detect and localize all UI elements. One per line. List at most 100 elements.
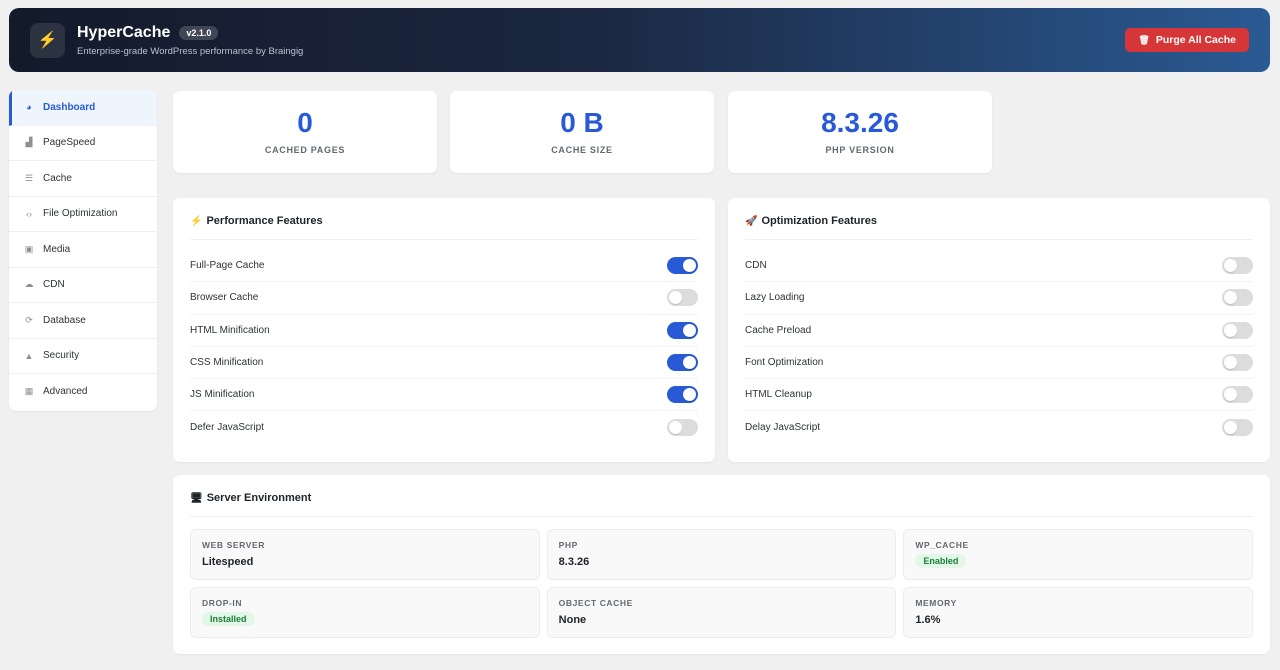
feature-label: Full-Page Cache xyxy=(190,260,265,272)
feature-label: Font Optimization xyxy=(745,357,824,369)
feature-toggle[interactable] xyxy=(667,386,698,404)
stat-card-cache-size: 0 B CACHE SIZE xyxy=(450,91,714,173)
server-environment-panel: 🖥 Server Environment WEB SERVER Litespeed… xyxy=(173,475,1270,654)
purge-button-label: Purge All Cache xyxy=(1155,34,1236,46)
feature-row: HTML Minification xyxy=(190,315,698,347)
optimization-feature-list: CDN Lazy Loading Cache Preload Font Optimiz… xyxy=(728,250,1270,444)
env-cell-drop-in: DROP-IN Installed xyxy=(190,587,540,638)
version-badge: v2.1.0 xyxy=(179,25,219,40)
feature-row: CDN xyxy=(745,250,1253,283)
grid-icon: ▦ xyxy=(24,386,34,397)
env-value: 8.3.26 xyxy=(558,556,590,568)
env-value: 1.6% xyxy=(915,614,941,626)
sidebar-nav: ◕ Dashboard ▟ PageSpeed ☰ Cache ‹› File Optimiz… xyxy=(9,90,157,411)
sidebar-item-cdn[interactable]: ☁ CDN xyxy=(9,268,157,303)
feature-toggle[interactable] xyxy=(667,257,698,275)
feature-toggle[interactable] xyxy=(1222,419,1253,437)
feature-label: Browser Cache xyxy=(190,292,259,304)
feature-row: Font Optimization xyxy=(745,347,1253,380)
stat-value: 0 B xyxy=(560,107,604,138)
sidebar-item-label: CDN xyxy=(43,279,65,291)
feature-row: CSS Minification xyxy=(190,347,698,380)
lightning-icon: ⚡ xyxy=(190,215,203,227)
env-cell-object-cache: OBJECT CACHE None xyxy=(546,587,897,638)
env-value: Litespeed xyxy=(202,556,254,568)
env-label: MEMORY xyxy=(915,598,957,608)
feature-toggle[interactable] xyxy=(667,354,698,372)
sidebar-item-label: File Optimization xyxy=(43,208,118,220)
sidebar-item-dashboard[interactable]: ◕ Dashboard xyxy=(9,90,157,126)
feature-row: Defer JavaScript xyxy=(190,411,698,443)
feature-row: Delay JavaScript xyxy=(745,411,1253,443)
feature-label: CDN xyxy=(745,260,767,272)
feature-label: HTML Cleanup xyxy=(745,389,812,401)
sidebar-item-label: PageSpeed xyxy=(43,137,96,149)
feature-row: JS Minification xyxy=(190,379,698,412)
sidebar-item-security[interactable]: ▲ Security xyxy=(9,339,157,374)
app-subtitle: Enterprise-grade WordPress performance b… xyxy=(77,45,304,57)
env-cell-memory: MEMORY 1.6% xyxy=(903,587,1253,638)
feature-label: JS Minification xyxy=(190,389,255,401)
sidebar-item-advanced[interactable]: ▦ Advanced xyxy=(9,374,157,410)
status-badge: Installed xyxy=(202,612,255,626)
feature-label: HTML Minification xyxy=(190,324,270,336)
sidebar-item-file-optimization[interactable]: ‹› File Optimization xyxy=(9,197,157,232)
code-icon: ‹› xyxy=(26,208,32,219)
feature-toggle[interactable] xyxy=(1222,354,1253,372)
sidebar-item-label: Security xyxy=(43,350,80,362)
sidebar-item-label: Dashboard xyxy=(43,101,96,113)
feature-row: Browser Cache xyxy=(190,282,698,315)
feature-toggle[interactable] xyxy=(667,289,698,307)
panel-title: ⚡ Performance Features xyxy=(190,198,698,240)
server-title: Server Environment xyxy=(206,492,312,504)
dashboard-icon: ◕ xyxy=(26,102,32,113)
env-value: None xyxy=(558,614,587,626)
feature-row: Lazy Loading xyxy=(745,282,1253,315)
stat-value: 8.3.26 xyxy=(821,107,899,138)
optimization-title: Optimization Features xyxy=(761,215,877,227)
feature-toggle[interactable] xyxy=(1222,289,1253,307)
env-label: DROP-IN xyxy=(202,598,243,608)
feature-row: HTML Cleanup xyxy=(745,379,1253,412)
feature-toggle[interactable] xyxy=(667,419,698,437)
rocket-icon: 🚀 xyxy=(745,215,758,227)
feature-label: CSS Minification xyxy=(190,357,264,369)
server-env-grid: WEB SERVER Litespeed PHP 8.3.26 WP_CACHE Enab… xyxy=(173,529,1270,638)
database-icon: ☰ xyxy=(24,172,34,183)
feature-toggle[interactable] xyxy=(1222,386,1253,404)
purge-all-cache-button[interactable]: 🗑 Purge All Cache xyxy=(1125,28,1249,52)
app-title: HyperCache xyxy=(77,23,171,41)
sidebar-item-label: Advanced xyxy=(43,386,88,398)
sidebar-item-pagespeed[interactable]: ▟ PageSpeed xyxy=(9,126,157,161)
panel-title: 🚀 Optimization Features xyxy=(745,198,1253,240)
image-icon: ▣ xyxy=(24,243,34,254)
performance-title: Performance Features xyxy=(206,215,323,227)
status-badge: Enabled xyxy=(915,554,967,568)
sidebar-item-cache[interactable]: ☰ Cache xyxy=(9,161,157,197)
optimization-features-panel: 🚀 Optimization Features CDN Lazy Loading C… xyxy=(728,198,1270,462)
sidebar-item-label: Media xyxy=(43,243,71,255)
env-cell-wp-cache: WP_CACHE Enabled xyxy=(903,529,1253,580)
chart-icon: ▟ xyxy=(25,137,33,148)
feature-label: Cache Preload xyxy=(745,324,812,336)
feature-toggle[interactable] xyxy=(1222,257,1253,275)
lock-icon: ▲ xyxy=(24,350,34,361)
feature-toggle[interactable] xyxy=(1222,321,1253,339)
feature-label: Defer JavaScript xyxy=(190,422,264,434)
env-label: PHP xyxy=(558,540,578,550)
env-label: WEB SERVER xyxy=(202,540,265,550)
env-label: OBJECT CACHE xyxy=(558,598,633,608)
sidebar-item-label: Cache xyxy=(43,172,72,184)
feature-toggle[interactable] xyxy=(667,321,698,339)
cloud-icon: ☁ xyxy=(24,279,34,290)
feature-row: Cache Preload xyxy=(745,315,1253,347)
sidebar-item-database[interactable]: ⟳ Database xyxy=(9,303,157,339)
stat-label: CACHED PAGES xyxy=(264,145,346,155)
feature-label: Delay JavaScript xyxy=(745,422,821,434)
trash-icon: 🗑 xyxy=(1138,34,1150,45)
feature-row: Full-Page Cache xyxy=(190,250,698,283)
lightning-icon: ⚡ xyxy=(30,22,65,58)
sidebar-item-media[interactable]: ▣ Media xyxy=(9,232,157,268)
stat-label: PHP VERSION xyxy=(825,145,895,155)
brand: HyperCache v2.1.0 Enterprise-grade WordP… xyxy=(77,24,303,57)
